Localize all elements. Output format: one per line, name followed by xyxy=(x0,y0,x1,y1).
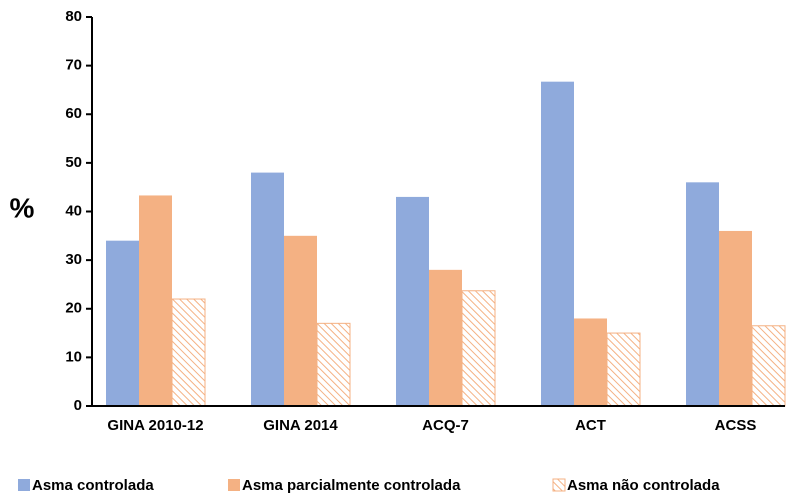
y-tick-label: 0 xyxy=(74,397,82,414)
bar xyxy=(429,269,462,406)
y-axis-label: % xyxy=(10,192,35,223)
bar xyxy=(541,81,574,406)
legend-swatch xyxy=(18,479,30,491)
legend-swatch xyxy=(552,478,566,492)
x-tick-label: ACQ-7 xyxy=(422,417,469,434)
y-tick-label: 10 xyxy=(65,348,82,365)
y-tick-label: 60 xyxy=(65,105,82,122)
legend-label: Asma não controlada xyxy=(567,477,720,494)
bar xyxy=(106,240,139,406)
y-tick-label: 30 xyxy=(65,251,82,268)
legend-swatch xyxy=(228,479,240,491)
y-tick-label: 80 xyxy=(65,8,82,25)
bar xyxy=(751,325,786,407)
x-tick-label: ACT xyxy=(575,417,606,434)
y-tick-label: 70 xyxy=(65,57,82,74)
x-tick-label: GINA 2014 xyxy=(263,417,338,434)
y-tick-label: 40 xyxy=(65,202,82,219)
bar xyxy=(316,322,351,407)
bar xyxy=(396,196,429,406)
bar xyxy=(139,195,172,406)
bar xyxy=(719,230,752,406)
y-tick-label: 50 xyxy=(65,154,82,171)
bar xyxy=(171,298,206,407)
bar xyxy=(284,235,317,406)
x-tick-label: ACSS xyxy=(715,417,757,434)
bar xyxy=(251,172,284,406)
bar xyxy=(606,332,641,407)
bar xyxy=(574,318,607,406)
bar xyxy=(686,182,719,406)
x-tick-label: GINA 2010-12 xyxy=(107,417,203,434)
legend-label: Asma controlada xyxy=(32,477,154,494)
legend-label: Asma parcialmente controlada xyxy=(242,477,461,494)
bar xyxy=(461,290,496,407)
y-tick-label: 20 xyxy=(65,300,82,317)
